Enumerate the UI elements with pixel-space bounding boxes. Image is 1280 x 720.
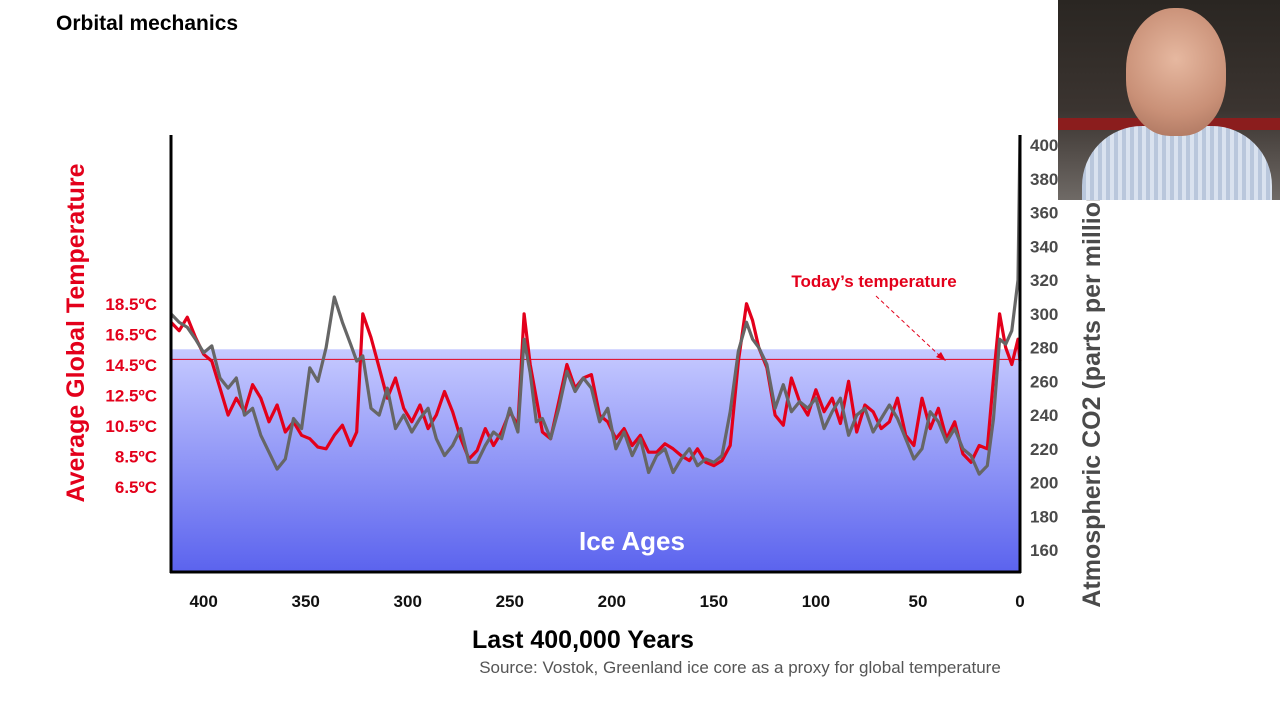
- y-axis-label-left: Average Global Temperature: [62, 163, 90, 502]
- left-tick-label: 12.5ºC: [105, 387, 157, 406]
- right-tick-label: 360: [1030, 204, 1058, 223]
- left-tick-label: 18.5ºC: [105, 295, 157, 314]
- right-tick-label: 240: [1030, 406, 1058, 425]
- x-tick-label: 200: [598, 592, 626, 611]
- x-tick-label: 0: [1015, 592, 1024, 611]
- x-tick-label: 150: [700, 592, 728, 611]
- left-tick-label: 10.5ºC: [105, 417, 157, 436]
- annotation-arrowhead: [936, 352, 946, 361]
- slide-title: Orbital mechanics: [56, 12, 239, 35]
- x-tick-label: 400: [189, 592, 217, 611]
- right-tick-label: 380: [1030, 170, 1058, 189]
- left-tick-label: 6.5ºC: [115, 478, 157, 497]
- series-line-co2: [169, 134, 1022, 476]
- left-tick-label: 16.5ºC: [105, 326, 157, 345]
- annotation-arrow: [875, 295, 941, 357]
- presenter-shirt: [1082, 126, 1272, 200]
- x-tick-label: 350: [292, 592, 320, 611]
- right-tick-label: 320: [1030, 271, 1058, 290]
- y-axis-label-right: Atmospheric CO2 (parts per million): [1078, 178, 1106, 607]
- presenter-webcam: [1058, 0, 1280, 200]
- right-tick-label: 300: [1030, 305, 1058, 324]
- right-tick-label: 200: [1030, 474, 1058, 493]
- presenter-face: [1126, 8, 1226, 136]
- x-axis-label: Last 400,000 Years: [472, 626, 694, 654]
- right-tick-label: 220: [1030, 440, 1058, 459]
- right-tick-label: 160: [1030, 541, 1058, 560]
- right-tick-label: 400: [1030, 136, 1058, 155]
- x-tick-label: 300: [394, 592, 422, 611]
- x-tick-label: 50: [908, 592, 927, 611]
- right-tick-label: 180: [1030, 507, 1058, 526]
- right-tick-label: 340: [1030, 237, 1058, 256]
- ice-ages-label: Ice Ages: [579, 526, 685, 556]
- x-tick-label: 100: [802, 592, 830, 611]
- ice-age-region: [171, 349, 1020, 572]
- left-tick-label: 8.5ºC: [115, 448, 157, 467]
- right-tick-label: 280: [1030, 339, 1058, 358]
- right-tick-label: 260: [1030, 372, 1058, 391]
- today-temperature-annotation: Today’s temperature: [791, 272, 956, 291]
- x-tick-label: 250: [496, 592, 524, 611]
- source-caption: Source: Vostok, Greenland ice core as a …: [479, 658, 1001, 677]
- left-tick-label: 14.5ºC: [105, 356, 157, 375]
